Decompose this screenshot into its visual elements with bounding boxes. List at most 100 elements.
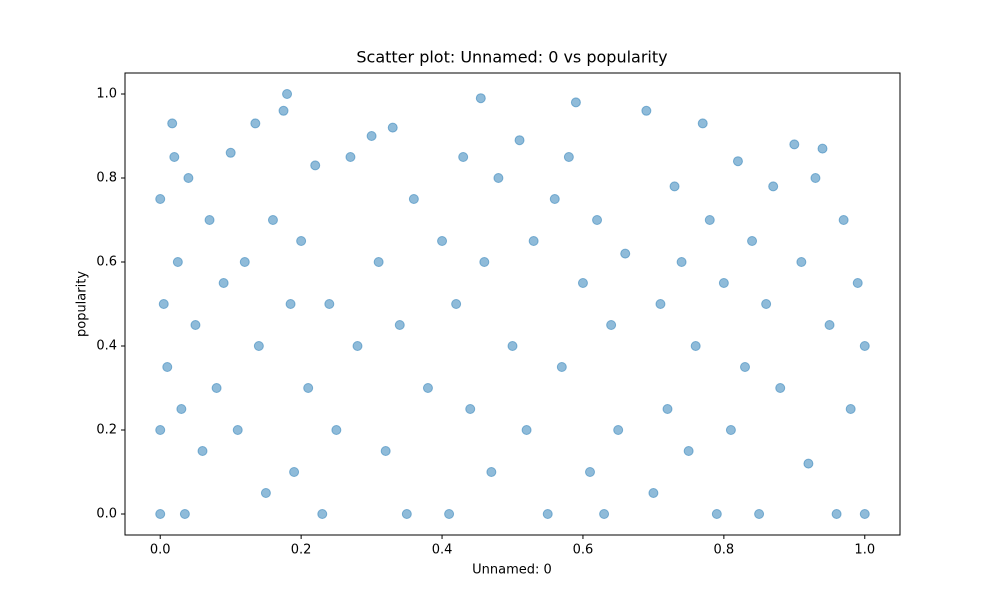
x-tick-label: 0.4	[432, 543, 453, 558]
point	[158, 299, 169, 309]
y-tick-label: 0.6	[96, 255, 117, 270]
point	[570, 97, 581, 108]
point	[250, 118, 261, 129]
point	[169, 152, 180, 162]
x-tick-label: 0.6	[573, 543, 594, 558]
point	[613, 425, 624, 435]
point	[542, 509, 553, 519]
point	[310, 160, 321, 171]
point	[662, 404, 673, 414]
point	[740, 362, 750, 372]
point	[401, 509, 412, 519]
point	[577, 278, 588, 288]
y-tick-label: 0.8	[96, 171, 117, 186]
x-axis-label: Unnamed: 0	[472, 563, 552, 578]
point	[408, 194, 419, 204]
point	[155, 509, 166, 519]
point	[556, 362, 567, 372]
point	[493, 173, 504, 183]
point	[592, 215, 603, 225]
point	[845, 404, 856, 414]
y-tick-label: 1.0	[96, 87, 117, 102]
point	[155, 425, 166, 435]
point	[803, 458, 814, 469]
point	[810, 173, 821, 183]
point	[852, 278, 863, 288]
point	[324, 299, 335, 309]
x-tick-label: 0.0	[150, 543, 171, 558]
point	[179, 509, 190, 519]
point	[761, 299, 772, 309]
point	[465, 404, 476, 414]
point	[458, 152, 469, 162]
y-axis-label: popularity	[75, 271, 90, 337]
point	[655, 299, 666, 309]
point	[507, 341, 518, 351]
point	[514, 135, 525, 146]
point	[711, 509, 722, 519]
x-tick-label: 1.0	[854, 543, 875, 558]
point	[278, 105, 289, 116]
point	[260, 488, 271, 498]
point	[204, 215, 215, 225]
point	[345, 152, 356, 162]
point	[747, 236, 758, 246]
point	[232, 425, 243, 435]
y-tick-label: 0.0	[96, 507, 117, 522]
point	[331, 425, 342, 435]
point	[768, 181, 779, 192]
point	[218, 278, 229, 288]
point	[718, 278, 729, 288]
point	[451, 299, 462, 309]
point	[475, 93, 486, 104]
point	[422, 383, 433, 393]
y-tick-label: 0.2	[96, 423, 117, 438]
point	[289, 467, 300, 477]
point	[373, 257, 384, 267]
point	[606, 320, 617, 330]
point	[704, 215, 715, 225]
x-tick-label: 0.2	[291, 543, 312, 558]
point	[817, 143, 828, 154]
point	[387, 122, 398, 133]
point	[697, 118, 708, 129]
point	[648, 488, 659, 498]
point	[859, 509, 870, 519]
point	[528, 236, 539, 246]
point	[683, 446, 694, 456]
x-tick-label: 0.8	[714, 543, 735, 558]
point	[521, 425, 532, 435]
point	[239, 257, 250, 267]
point	[380, 446, 391, 456]
point	[831, 509, 842, 519]
point	[563, 152, 574, 162]
point	[394, 320, 405, 330]
point	[197, 446, 208, 456]
point	[190, 320, 201, 330]
point	[796, 257, 807, 267]
plot-frame	[124, 72, 901, 536]
point	[303, 383, 314, 393]
point	[267, 215, 278, 225]
point	[824, 320, 835, 330]
point	[838, 215, 849, 225]
point	[599, 509, 610, 519]
point	[352, 341, 363, 351]
point	[732, 156, 743, 167]
point	[444, 509, 455, 519]
point	[253, 341, 264, 351]
y-tick-label: 0.4	[96, 339, 117, 354]
point	[620, 248, 631, 259]
point	[549, 194, 560, 204]
point	[155, 194, 166, 204]
point	[725, 425, 736, 435]
point	[789, 139, 800, 150]
point	[296, 236, 307, 246]
point	[162, 362, 173, 372]
chart-title: Scatter plot: Unnamed: 0 vs popularity	[356, 48, 667, 67]
point	[225, 147, 236, 158]
point	[859, 341, 870, 351]
point	[486, 467, 497, 477]
point	[176, 404, 187, 414]
